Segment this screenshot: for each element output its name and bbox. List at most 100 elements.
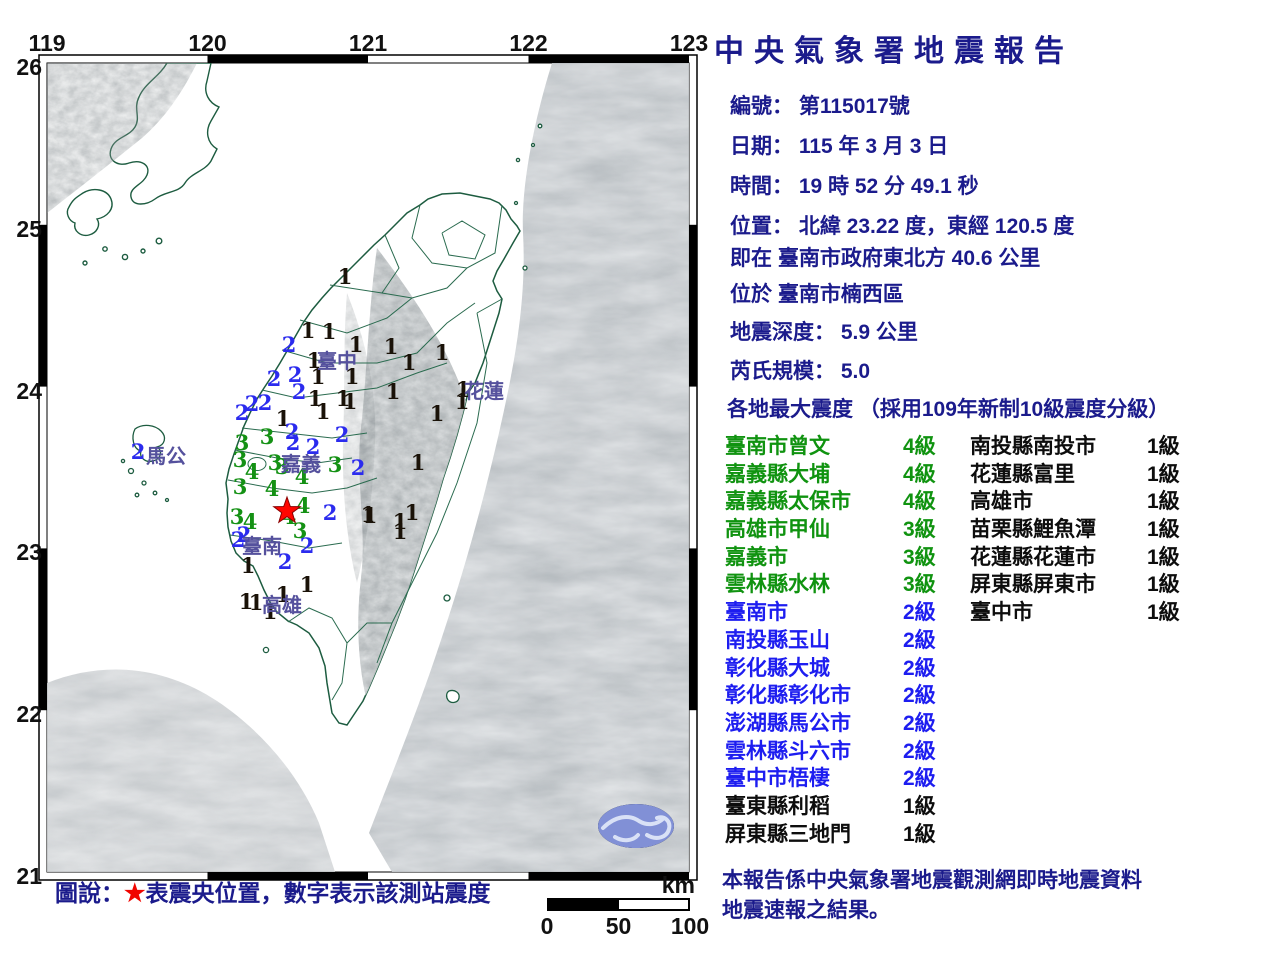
scalebar-tick-label: 50 (605, 913, 632, 939)
intensity-level: 2級 (903, 656, 936, 680)
offshore-islands (120, 123, 543, 704)
report-line: 編號： 第115017號 (730, 95, 910, 118)
mainland-relief (47, 63, 197, 213)
report-line: 位於 臺南市楠西區 (730, 283, 904, 306)
intensity-location: 嘉義縣太保市 (725, 490, 851, 514)
intensity-location: 南投縣玉山 (725, 628, 830, 652)
station-intensity-value: 2 (335, 422, 350, 447)
lon-tick-label: 119 (28, 30, 66, 56)
intensity-level: 1級 (1147, 573, 1180, 597)
intensity-location: 嘉義市 (725, 545, 788, 569)
intensity-location: 花蓮縣富里 (970, 462, 1075, 486)
intensity-location: 高雄市 (970, 490, 1033, 514)
intensity-location: 苗栗縣鯉魚潭 (970, 518, 1096, 542)
intensity-level: 4級 (903, 435, 936, 458)
station-intensity-value: 3 (293, 518, 308, 543)
station-intensity-value: 1 (239, 589, 254, 614)
intensity-column-right: 南投縣南投市 1級 花蓮縣富里 1級 高雄市 1級 苗栗縣鯉魚潭 1級 花蓮縣花蓮市 1級 屏東縣屏… (970, 430, 1240, 624)
station-intensity-value: 3 (275, 454, 290, 479)
station-intensity-value: 1 (435, 340, 450, 365)
lon-tick-label: 120 (188, 30, 227, 56)
intensity-level: 2級 (903, 767, 936, 791)
station-intensity-value: 3 (328, 452, 343, 477)
station-intensity-value: 3 (268, 450, 283, 475)
intensity-location: 澎湖縣馬公市 (725, 711, 851, 735)
intensity-level: 2級 (903, 601, 936, 625)
intensity-location: 彰化縣彰化市 (725, 684, 851, 708)
station-intensity-value: 3 (233, 474, 248, 499)
intensity-row: 嘉義市 3級 (725, 541, 995, 569)
intensity-level: 1級 (903, 794, 936, 818)
report-line: 位置： 北緯 23.22 度，東經 120.5 度 (730, 215, 1075, 238)
station-intensity-value: 4 (296, 493, 311, 518)
intensity-location: 臺南市 (725, 601, 788, 625)
intensity-row: 澎湖縣馬公市 2級 (725, 707, 995, 735)
intensity-location: 花蓮縣花蓮市 (970, 545, 1096, 569)
station-intensity-value: 2 (282, 332, 297, 357)
intensity-level: 2級 (903, 684, 936, 708)
station-intensity-value: 2 (245, 391, 260, 416)
epicenter-star (272, 495, 302, 524)
intensity-row: 南投縣玉山 2級 (725, 624, 995, 652)
station-intensity-value: 1 (411, 450, 426, 475)
station-intensity-value: 2 (231, 527, 246, 552)
intensity-location: 屏東縣三地門 (725, 822, 851, 846)
station-intensity-value: 1 (361, 502, 376, 527)
intensity-row: 南投縣南投市 1級 (970, 430, 1240, 458)
scalebar-unit: km (661, 872, 695, 898)
intensity-row: 苗栗縣鯉魚潭 1級 (970, 513, 1240, 541)
intensity-level: 1級 (1147, 490, 1180, 514)
intensity-level: 1級 (1147, 462, 1180, 486)
station-intensity-value: 2 (292, 379, 307, 404)
intensity-row: 花蓮縣富里 1級 (970, 458, 1240, 486)
scalebar (547, 898, 690, 911)
station-intensity-value: 2 (235, 400, 250, 425)
station-intensity-value: 2 (288, 362, 303, 387)
intensity-location: 南投縣南投市 (970, 435, 1096, 458)
intensity-location: 雲林縣斗六市 (725, 739, 851, 763)
station-intensity-value: 1 (455, 389, 470, 414)
lon-tick-label: 122 (509, 30, 548, 56)
station-intensity-value: 1 (316, 399, 331, 424)
scalebar-black-half (549, 900, 619, 909)
station-intensity-value: 2 (285, 419, 300, 444)
intensity-row: 嘉義縣大埔 4級 (725, 458, 995, 486)
station-intensity-value: 2 (237, 522, 252, 547)
intensity-row: 臺南市曾文 4級 (725, 430, 995, 458)
station-intensity-value: 1 (241, 553, 256, 578)
station-intensity-value: 2 (131, 439, 146, 464)
city-label: 高雄 (262, 593, 302, 617)
intensity-level: 1級 (1147, 435, 1180, 458)
intensity-level: 1級 (903, 822, 936, 846)
intensity-row: 屏東縣三地門 1級 (725, 818, 995, 846)
intensity-row: 臺東縣利稻 1級 (725, 790, 995, 818)
intensity-row: 雲林縣水林 3級 (725, 568, 995, 596)
intensity-level: 3級 (903, 573, 936, 597)
city-label: 嘉義 (280, 452, 321, 476)
intensity-column-left: 臺南市曾文 4級 嘉義縣大埔 4級 嘉義縣太保市 4級 高雄市甲仙 3級 嘉義市 3級 雲林縣水林 3… (725, 430, 995, 846)
intensity-level: 3級 (903, 545, 936, 569)
station-intensity-value: 1 (456, 377, 471, 402)
intensity-level: 4級 (903, 462, 936, 486)
city-label: 臺南 (242, 535, 282, 558)
station-intensity-value: 1 (307, 348, 322, 373)
station-intensity-value: 2 (351, 455, 366, 480)
intensity-level: 2級 (903, 711, 936, 735)
legend-label: 圖說： (55, 880, 124, 906)
station-intensity-value: 2 (286, 430, 301, 455)
epicenter-star-icon: ★ (124, 880, 146, 907)
station-intensity-value: 1 (386, 379, 401, 404)
station-intensity-value: 1 (343, 389, 358, 414)
station-intensity-value: 4 (245, 459, 260, 484)
station-intensity-value: 3 (235, 430, 250, 455)
station-intensity-value: 2 (278, 549, 293, 574)
intensity-row: 彰化縣彰化市 2級 (725, 679, 995, 707)
station-intensity-value: 4 (295, 464, 310, 489)
station-intensity-value: 3 (260, 424, 275, 449)
station-intensity-value: 3 (233, 447, 248, 472)
lat-tick-label: 21 (16, 863, 42, 889)
station-intensity-value: 1 (393, 509, 408, 534)
station-intensity-value: 1 (345, 364, 360, 389)
